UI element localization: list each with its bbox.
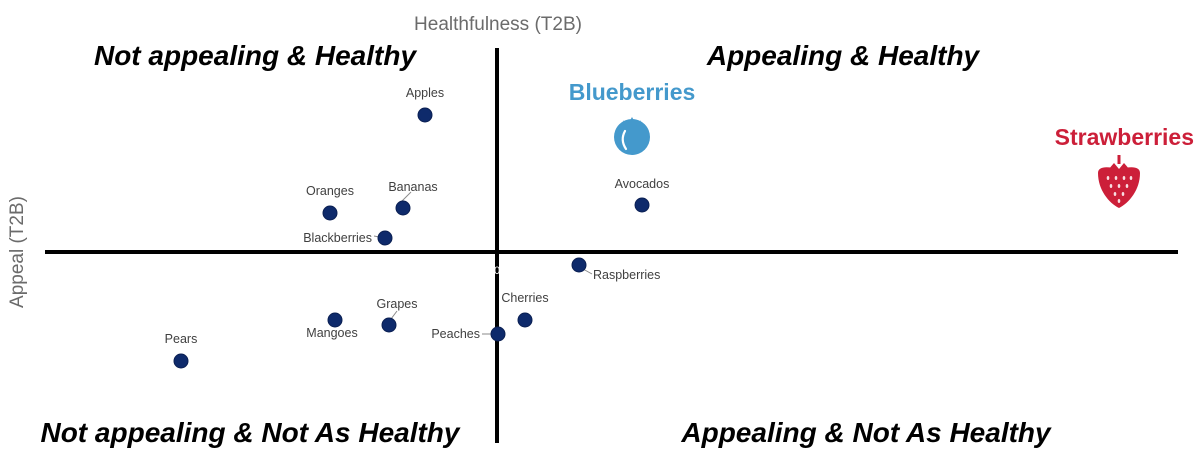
data-point-marker (327, 312, 343, 328)
quadrant-bottom-right-label: Appealing & Not As Healthy (680, 417, 1052, 448)
point-label: Avocados (615, 177, 670, 191)
point-pears: Pears (165, 332, 198, 369)
point-oranges: Oranges (306, 184, 354, 221)
blueberry-icon (614, 117, 650, 155)
leader-line (390, 310, 398, 320)
point-label: Bananas (388, 180, 437, 194)
data-point-marker (381, 317, 397, 333)
data-point-marker (417, 107, 433, 123)
point-label: Mangoes (306, 326, 357, 340)
data-points: Apples Oranges Bananas Blackberries Avocados… (165, 86, 670, 369)
point-label: Oranges (306, 184, 354, 198)
point-raspberries: Raspberries (571, 257, 660, 282)
point-label: Apples (406, 86, 444, 100)
point-apples: Apples (406, 86, 444, 123)
x-axis-title: Appeal (T2B) (7, 196, 28, 308)
data-point-marker (634, 197, 650, 213)
y-axis-title: Healthfulness (T2B) (414, 14, 582, 35)
point-grapes: Grapes (377, 297, 418, 333)
data-point-marker (490, 326, 506, 342)
point-label: Grapes (377, 297, 418, 311)
point-cherries: Cherries (501, 291, 549, 328)
highlight-label: Strawberries (1055, 124, 1194, 150)
origin-label: 0 (494, 265, 500, 277)
point-label: Pears (165, 332, 198, 346)
data-point-marker (173, 353, 189, 369)
strawberry-icon (1098, 155, 1140, 208)
point-label: Cherries (501, 291, 548, 305)
highlight-blueberries: Blueberries (569, 79, 696, 155)
point-peaches: Peaches (431, 326, 506, 342)
leader-line (400, 191, 412, 203)
data-point-marker (571, 257, 587, 273)
highlight-strawberries: Strawberries (1055, 124, 1194, 208)
highlight-label: Blueberries (569, 79, 696, 105)
quadrant-bottom-left-label: Not appealing & Not As Healthy (40, 417, 460, 448)
point-blackberries: Blackberries (303, 230, 393, 246)
point-bananas: Bananas (388, 180, 438, 216)
point-label: Raspberries (593, 268, 660, 282)
data-point-marker (517, 312, 533, 328)
point-label: Peaches (431, 327, 480, 341)
point-mangoes: Mangoes (306, 312, 358, 340)
highlighted-points: Blueberries Strawberries (569, 79, 1194, 208)
data-point-marker (395, 200, 411, 216)
data-point-marker (322, 205, 338, 221)
quadrant-top-left-label: Not appealing & Healthy (94, 40, 417, 71)
point-label: Blackberries (303, 231, 372, 245)
data-point-marker (377, 230, 393, 246)
point-avocados: Avocados (615, 177, 670, 213)
quadrant-top-right-label: Appealing & Healthy (706, 40, 981, 71)
